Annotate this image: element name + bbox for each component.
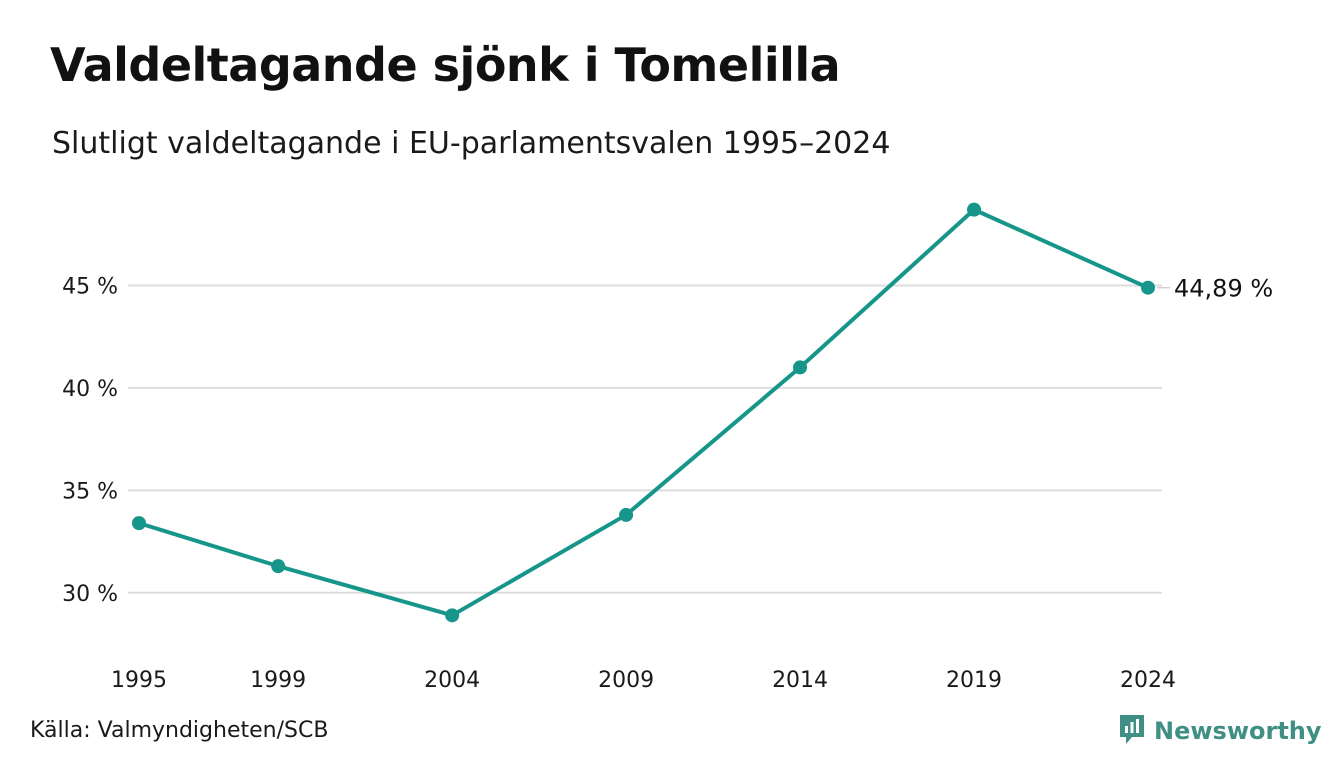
y-tick-label: 30 % (62, 582, 118, 607)
x-tick-label: 2014 (772, 668, 828, 693)
chart-subtitle: Slutligt valdeltagande i EU-parlamentsva… (52, 126, 891, 161)
x-tick-label: 2024 (1120, 668, 1176, 693)
series: 44,89 % (132, 202, 1273, 623)
x-tick-label: 1995 (111, 668, 167, 693)
brand-logo[interactable]: Newsworthy (1118, 713, 1322, 749)
data-point-2019[interactable] (967, 202, 982, 217)
y-tick-label: 35 % (62, 479, 118, 504)
data-point-1995[interactable] (132, 516, 146, 531)
data-point-2024[interactable] (1141, 280, 1155, 295)
data-point-1999[interactable] (271, 559, 286, 574)
x-tick-label: 2009 (598, 668, 654, 693)
newsworthy-logo-icon (1118, 713, 1146, 749)
x-axis-labels: 1995 1999 2004 2009 2014 2019 2024 (111, 668, 1176, 693)
x-tick-label: 2004 (424, 668, 480, 693)
y-axis-labels: 30 % 35 % 40 % 45 % (62, 274, 118, 606)
chart-title: Valdeltagande sjönk i Tomelilla (50, 38, 841, 92)
x-tick-label: 1999 (250, 668, 306, 693)
y-tick-label: 45 % (62, 274, 118, 299)
y-tick-label: 40 % (62, 377, 118, 402)
data-point-2009[interactable] (619, 507, 634, 522)
grid-lines (128, 284, 1162, 594)
data-point-2014[interactable] (793, 360, 808, 375)
end-value-label: 44,89 % (1174, 275, 1273, 303)
source-note: Källa: Valmyndigheten/SCB (30, 718, 329, 743)
data-point-2004[interactable] (445, 608, 460, 623)
brand-name: Newsworthy (1154, 717, 1322, 745)
series-line (137, 207, 1150, 618)
x-tick-label: 2019 (946, 668, 1002, 693)
